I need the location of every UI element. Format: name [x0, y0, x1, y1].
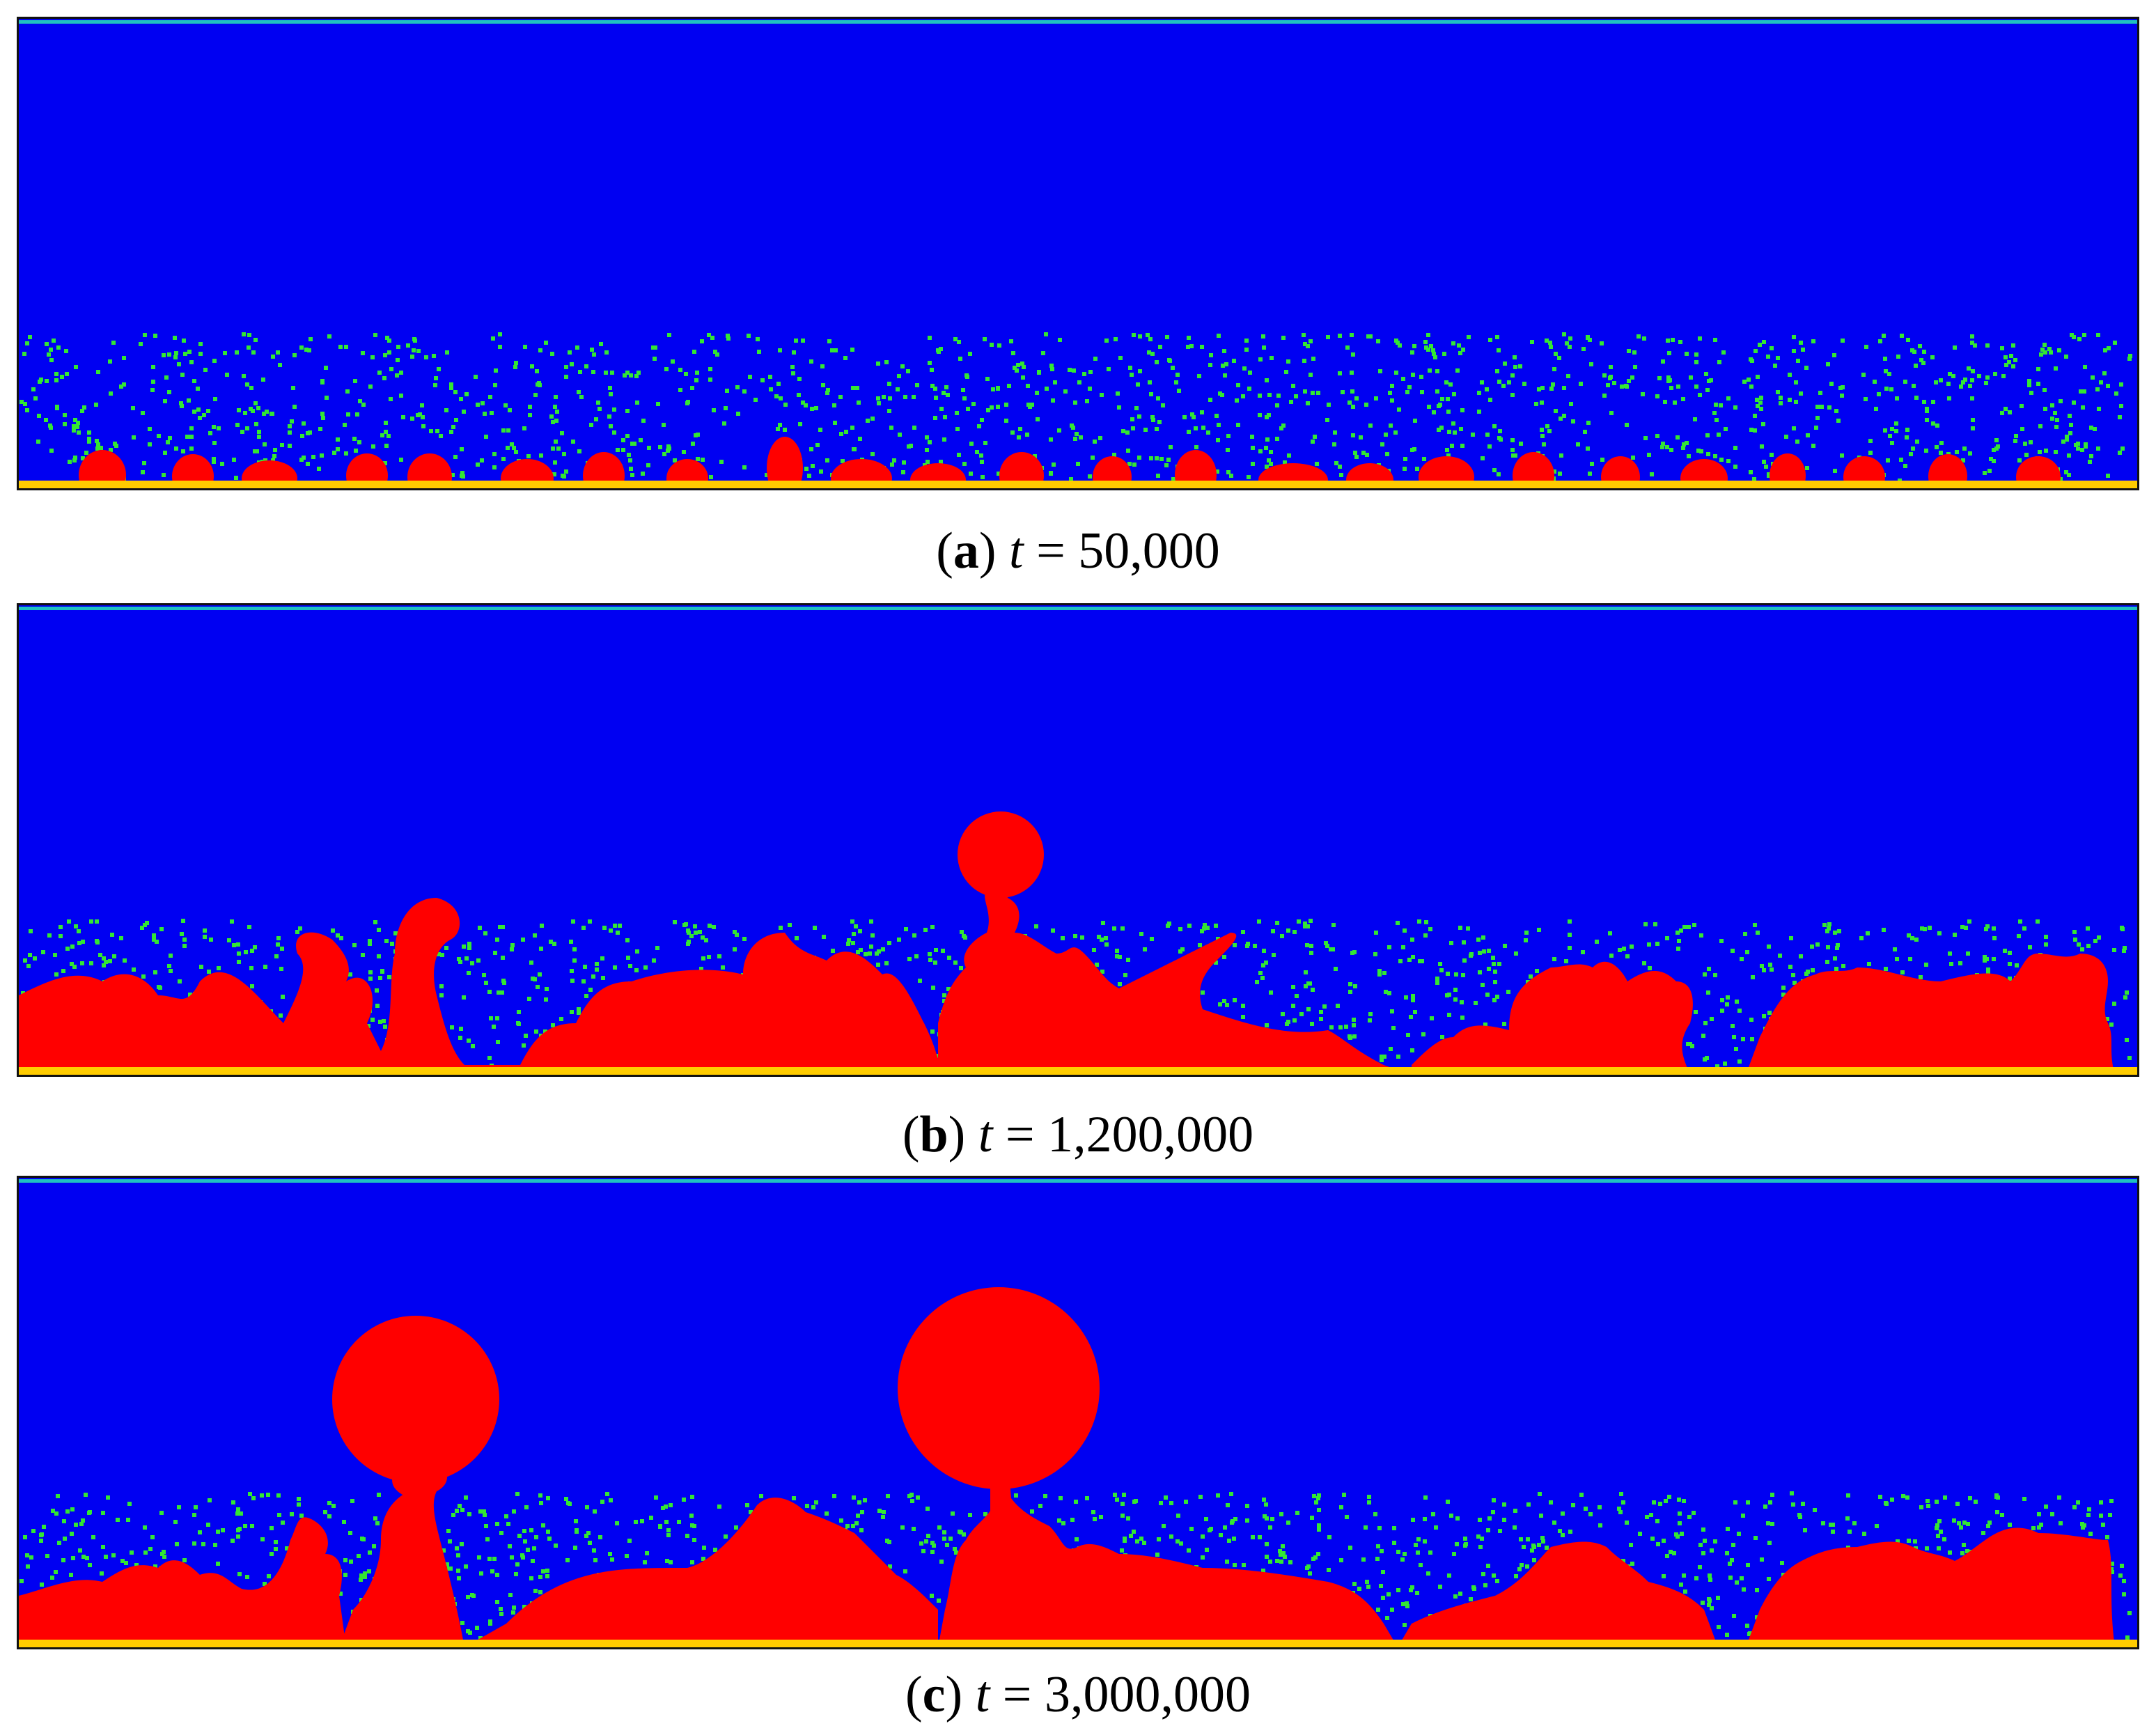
caption-value: 50,000 — [1078, 522, 1220, 580]
vapor-layer — [19, 811, 2115, 1075]
simulation-panel-b — [17, 603, 2139, 1077]
top-boundary — [19, 607, 2137, 610]
simulation-panel-c — [17, 1176, 2139, 1649]
top-boundary — [19, 1179, 2137, 1183]
caption-equals: = — [1005, 1106, 1035, 1163]
simulation-field-c — [19, 1179, 2137, 1647]
caption-variable: t — [1009, 522, 1024, 580]
caption-c: (c) t = 3,000,000 — [905, 1666, 1251, 1723]
simulation-field-a — [19, 20, 2137, 488]
heated-wall — [19, 1067, 2137, 1075]
caption-letter: b — [919, 1106, 948, 1163]
caption-variable: t — [975, 1666, 990, 1723]
simulation-field-b — [19, 607, 2137, 1075]
heated-wall — [19, 1640, 2137, 1647]
caption-variable: t — [978, 1106, 993, 1163]
caption-value: 1,200,000 — [1047, 1106, 1254, 1163]
caption-equals: = — [1036, 522, 1065, 580]
caption-value: 3,000,000 — [1044, 1666, 1251, 1723]
caption-letter: c — [922, 1666, 946, 1723]
particle-layer — [19, 332, 2132, 483]
caption-a: (a) t = 50,000 — [936, 522, 1220, 580]
vapor-layer — [19, 1287, 2115, 1647]
heated-wall — [19, 481, 2137, 488]
simulation-panel-a — [17, 17, 2139, 490]
caption-b: (b) t = 1,200,000 — [902, 1106, 1254, 1163]
caption-equals: = — [1002, 1666, 1032, 1723]
top-boundary — [19, 20, 2137, 24]
caption-letter: a — [953, 522, 979, 580]
